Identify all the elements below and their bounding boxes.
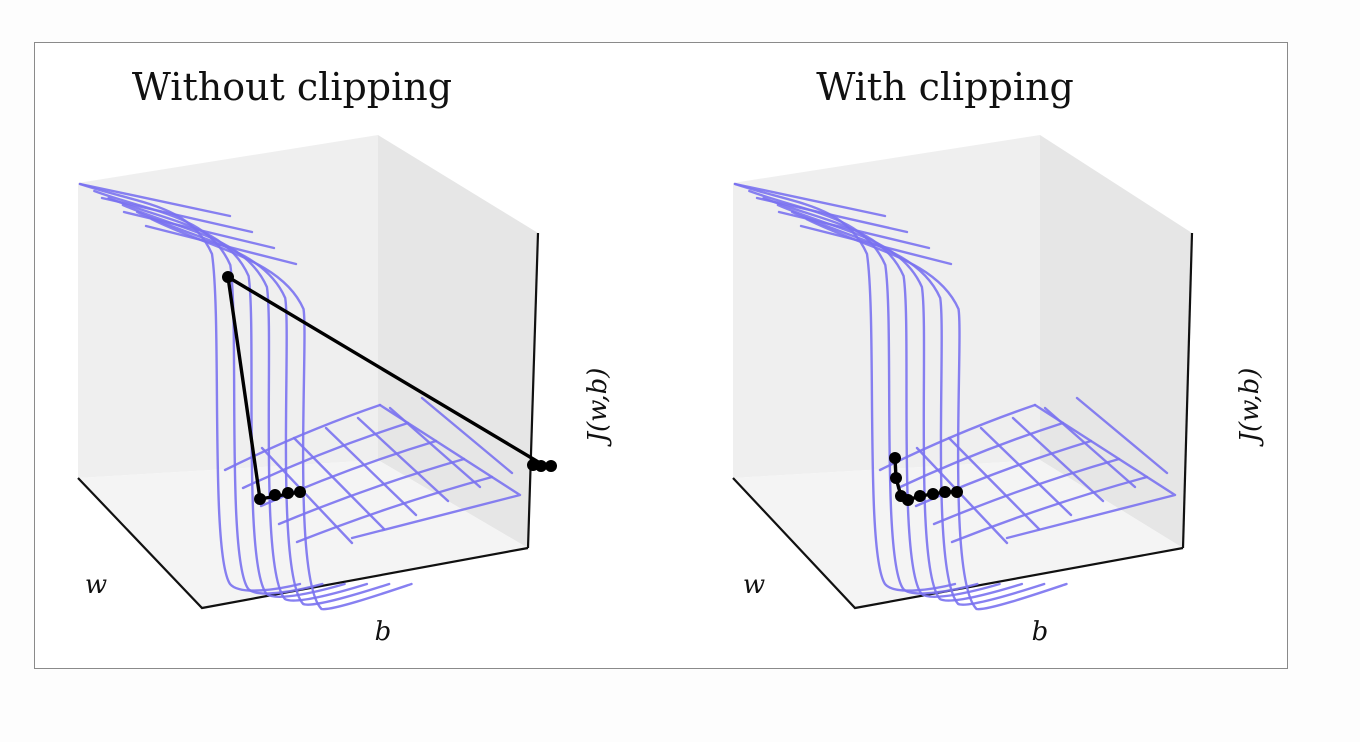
back-pane <box>733 135 1040 478</box>
wireframe-line <box>1011 416 1105 503</box>
axis-edges <box>732 477 1184 610</box>
axis-label-j: J(w,b) <box>1235 368 1265 448</box>
wireframe-line <box>1075 396 1169 475</box>
wireframe-line <box>144 224 298 266</box>
wireframe-line <box>1005 403 1177 540</box>
wireframe-line <box>776 203 1024 602</box>
wireframe-line <box>100 196 254 234</box>
wireframe-line <box>915 446 1009 545</box>
wireframe-line <box>324 426 418 517</box>
axis-label-w: w <box>85 570 107 600</box>
axis-label-j: J(w,b) <box>583 368 613 448</box>
trajectory-point <box>222 271 234 283</box>
trajectory-point <box>294 486 306 498</box>
wireframe-line <box>420 396 514 475</box>
cost-surface-wireframe <box>78 182 522 611</box>
wireframe-line <box>78 182 232 218</box>
wireframe-line <box>748 189 979 595</box>
wireframe-line <box>755 196 909 234</box>
axis-label-b: b <box>375 617 392 647</box>
side-pane <box>378 135 538 548</box>
wireframe-line <box>356 416 450 503</box>
wireframe-line <box>78 182 302 592</box>
trajectory-point <box>889 452 901 464</box>
wireframe-line <box>799 224 953 266</box>
trajectory-point <box>890 472 902 484</box>
trajectory-point <box>535 460 547 472</box>
wireframe-line <box>932 457 1121 526</box>
panel-title-with-clipping: With clipping <box>816 65 1074 109</box>
axis-label-w: w <box>743 570 765 600</box>
trajectory-point <box>545 460 557 472</box>
floor-pane <box>733 460 1183 608</box>
wireframe-line <box>93 189 324 595</box>
panel-without-clipping: Without clipping w b J(w,b) <box>77 65 613 647</box>
wireframe-line <box>733 182 957 592</box>
wireframe-line <box>122 210 276 250</box>
wireframe-line <box>150 217 413 611</box>
wireframe-line <box>979 426 1073 517</box>
panel-with-clipping: With clipping w b J(w,b) <box>732 65 1265 647</box>
floor-pane <box>78 460 528 608</box>
trajectory-point <box>254 493 266 505</box>
axis-label-b: b <box>1032 617 1049 647</box>
wireframe-line <box>805 217 1068 611</box>
wireframe-line <box>277 457 466 526</box>
trajectory-point <box>939 486 951 498</box>
cost-surface-wireframe <box>733 182 1177 611</box>
trajectory-point <box>951 486 963 498</box>
panel-title-without-clipping: Without clipping <box>132 65 452 109</box>
trajectory-point <box>927 488 939 500</box>
wireframe-line <box>241 421 410 490</box>
wireframe-line <box>295 475 494 544</box>
wireframe-line <box>950 475 1149 544</box>
trajectory-point <box>269 489 281 501</box>
wireframe-line <box>350 403 522 540</box>
wireframe-line <box>121 203 369 602</box>
z-axis-edge <box>1181 232 1194 549</box>
trajectory-point <box>902 494 914 506</box>
wireframe-line <box>292 436 386 531</box>
wireframe-line <box>777 210 931 250</box>
wireframe-line <box>223 403 382 472</box>
back-pane <box>78 135 378 478</box>
wireframe-line <box>947 436 1041 531</box>
axis-edges <box>77 477 529 610</box>
z-axis-edge <box>526 232 540 549</box>
wireframe-line <box>260 446 354 545</box>
trajectory-point <box>914 490 926 502</box>
wireframe-line <box>259 439 438 508</box>
trajectory-point <box>282 487 294 499</box>
wireframe-line <box>733 182 887 218</box>
wireframe-line <box>896 421 1065 490</box>
